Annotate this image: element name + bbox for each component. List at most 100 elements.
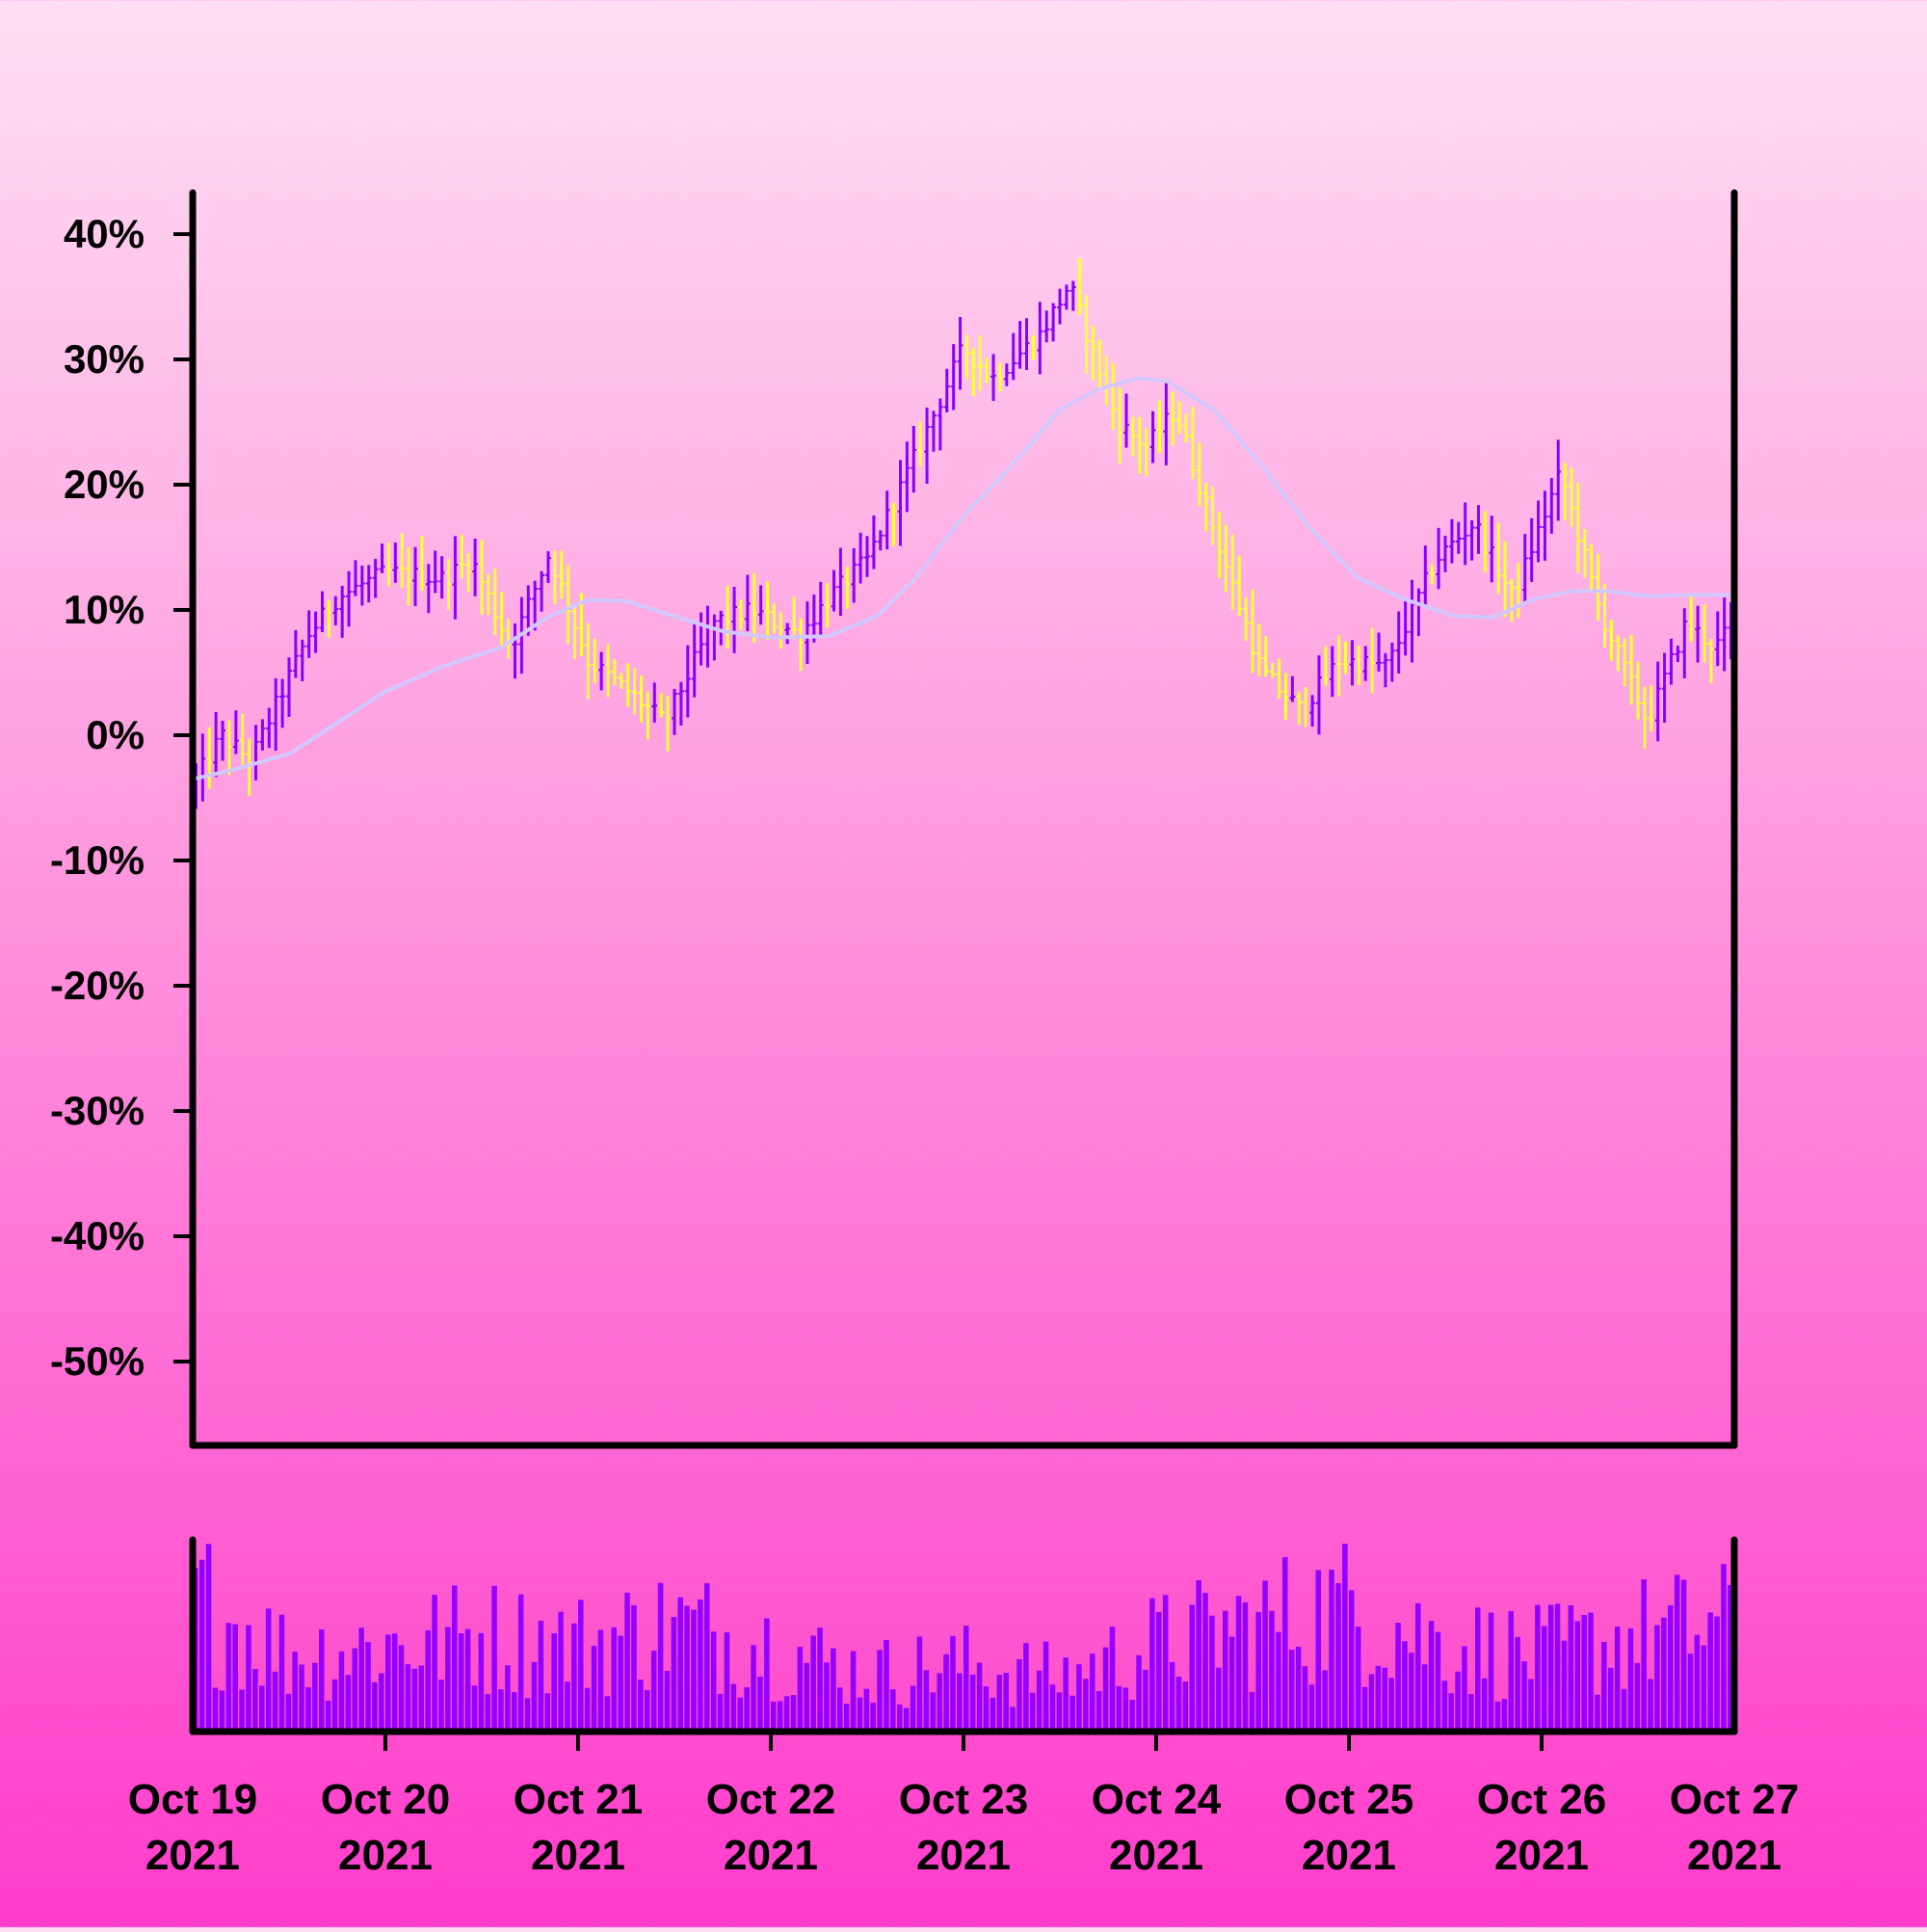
ohlc-bar xyxy=(831,569,837,612)
volume-bar xyxy=(1654,1625,1660,1732)
ohlc-bar xyxy=(858,532,864,584)
volume-bar xyxy=(897,1704,903,1732)
volume-bar xyxy=(645,1690,650,1732)
volume-bar xyxy=(863,1688,870,1732)
volume-bar xyxy=(517,1594,524,1732)
volume-bar xyxy=(996,1675,1003,1732)
volume-bar xyxy=(817,1628,823,1732)
ohlc-bar xyxy=(252,725,259,781)
x-axis-tick-labels: Oct 19 2021 Oct 20 2021 Oct 21 2021 Oct 22 2021… xyxy=(128,1776,1800,1879)
ohlc-bar xyxy=(964,334,970,380)
ohlc-bar xyxy=(1335,635,1342,697)
ohlc-bar xyxy=(551,550,558,604)
volume-bar xyxy=(551,1633,557,1732)
ohlc-bar xyxy=(731,587,738,653)
volume-bar xyxy=(1501,1699,1508,1732)
ohlc-bar xyxy=(1608,620,1615,661)
volume-bar xyxy=(1561,1640,1568,1732)
ohlc-bar xyxy=(1023,318,1030,371)
x-tick-label-year: 2021 xyxy=(724,1832,818,1879)
ohlc-bar xyxy=(665,696,672,752)
ohlc-bar xyxy=(711,614,718,661)
volume-bar xyxy=(505,1665,511,1732)
volume-bar xyxy=(1175,1677,1182,1732)
volume-bar xyxy=(1508,1610,1515,1732)
ohlc-bar xyxy=(312,611,319,653)
ohlc-bar xyxy=(565,565,571,645)
volume-bar xyxy=(1295,1646,1302,1732)
volume-bar xyxy=(1109,1627,1116,1732)
volume-bar xyxy=(717,1693,724,1732)
ohlc-bar xyxy=(512,622,518,679)
ohlc-bar xyxy=(837,547,844,617)
volume-bar xyxy=(198,1559,205,1732)
ohlc-bar xyxy=(598,651,605,691)
volume-bar xyxy=(1568,1604,1574,1732)
volume-bar xyxy=(737,1697,744,1732)
ohlc-bar xyxy=(1388,642,1395,682)
volume-bar xyxy=(1149,1598,1155,1732)
ohlc-bar xyxy=(1615,635,1622,672)
volume-bar xyxy=(677,1597,683,1732)
volume-bar xyxy=(445,1627,451,1732)
ohlc-bar xyxy=(1269,662,1276,678)
ohlc-bar xyxy=(1489,516,1495,583)
volume-bar xyxy=(1707,1612,1713,1732)
ohlc-bar xyxy=(1369,627,1376,694)
volume-bar xyxy=(1441,1681,1448,1732)
ohlc-bar xyxy=(672,688,677,735)
ohlc-bar xyxy=(1156,400,1163,453)
volume-bar xyxy=(1521,1661,1527,1732)
y-tick-label: -20% xyxy=(50,963,145,1008)
ohlc-bar xyxy=(943,368,950,413)
volume-bar xyxy=(1547,1604,1554,1732)
volume-bar xyxy=(1608,1667,1614,1732)
ohlc-bar xyxy=(1183,413,1190,442)
ohlc-bar xyxy=(1475,505,1482,554)
volume-bar xyxy=(205,1544,212,1732)
volume-bar xyxy=(969,1674,976,1732)
volume-bar xyxy=(398,1645,405,1732)
ohlc-bar xyxy=(1216,512,1223,578)
ohlc-bar xyxy=(1542,490,1548,561)
volume-bar xyxy=(691,1609,697,1732)
ohlc-bar xyxy=(1136,416,1143,474)
ohlc-bar xyxy=(990,354,997,402)
ohlc-bar xyxy=(1695,605,1702,663)
ohlc-bar xyxy=(1581,529,1588,578)
ohlc-bar xyxy=(571,604,578,660)
ohlc-bar xyxy=(751,572,757,643)
ohlc-bar xyxy=(539,570,545,612)
volume-bar xyxy=(957,1673,963,1732)
volume-bar xyxy=(604,1696,611,1732)
ohlc-bar xyxy=(418,536,425,591)
volume-bar xyxy=(1627,1628,1634,1732)
volume-bar xyxy=(418,1665,425,1732)
ohlc-bar xyxy=(1236,555,1243,617)
ohlc-bar xyxy=(1050,303,1057,342)
volume-bar xyxy=(571,1623,577,1732)
ohlc-bar xyxy=(1555,439,1562,521)
volume-bar xyxy=(1228,1636,1235,1732)
ohlc-bar xyxy=(465,553,472,593)
volume-bar xyxy=(1169,1662,1175,1732)
x-tick-label-date: Oct 27 xyxy=(1670,1776,1800,1823)
volume-bar xyxy=(1574,1621,1581,1732)
ohlc-bar xyxy=(737,599,744,630)
volume-bar xyxy=(239,1689,245,1732)
volume-bar xyxy=(1136,1654,1142,1732)
x-tick-label-year: 2021 xyxy=(1302,1832,1396,1879)
volume-bar xyxy=(1488,1612,1494,1732)
ohlc-bar xyxy=(1675,646,1681,663)
volume-bar xyxy=(591,1646,597,1732)
volume-bar xyxy=(950,1635,956,1732)
volume-bar xyxy=(1468,1694,1474,1732)
ohlc-bar xyxy=(917,421,924,467)
ohlc-bar xyxy=(1189,406,1196,480)
ohlc-bar xyxy=(532,580,539,631)
volume-bar xyxy=(331,1679,338,1732)
ohlc-bar xyxy=(930,410,937,452)
volume-bar xyxy=(1701,1645,1707,1732)
volume-bar xyxy=(1428,1621,1435,1732)
